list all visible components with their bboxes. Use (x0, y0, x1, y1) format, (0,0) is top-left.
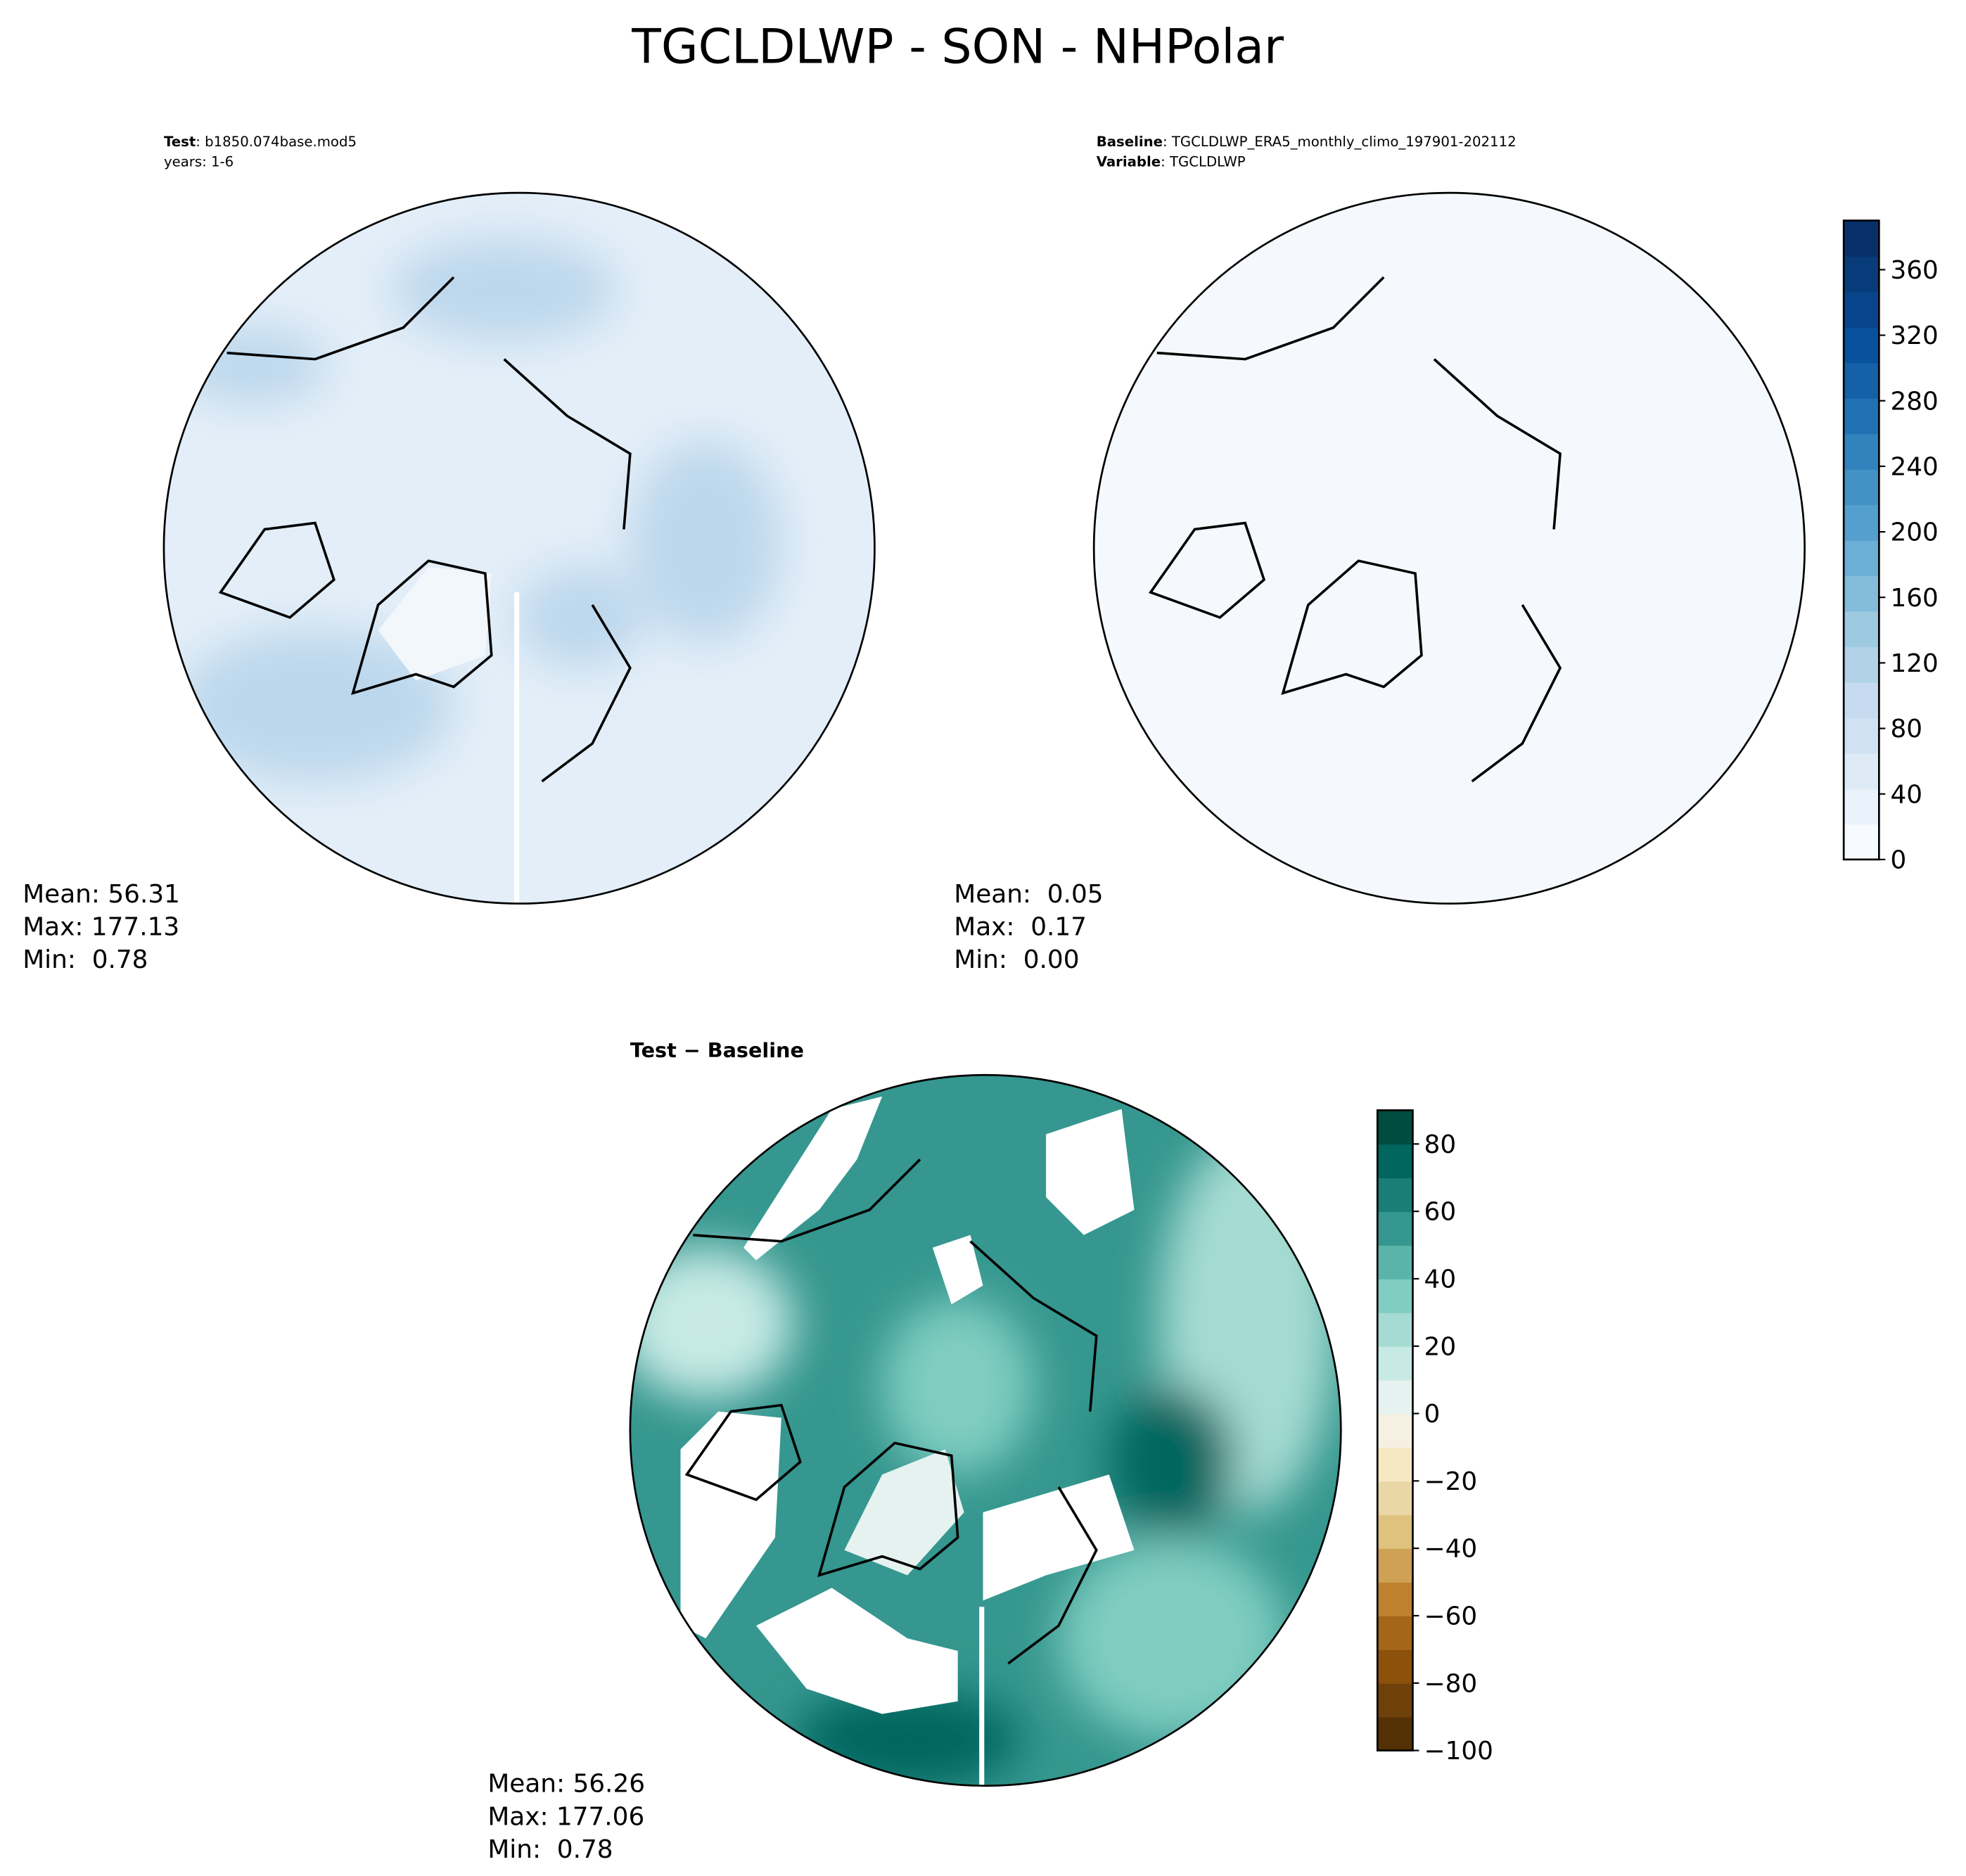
colorbar-level (1844, 824, 1879, 860)
colorbar-level (1377, 1144, 1413, 1179)
colorbar-level (1844, 468, 1879, 506)
colorbar-tick-label: 40 (1890, 780, 1922, 809)
panel-header: years: 1-6 (164, 153, 234, 170)
header-text: : TGCLDLWP_ERA5_monthly_climo_197901-202… (1163, 134, 1517, 150)
colorbar-level (1844, 753, 1879, 789)
colorbar-level (1377, 1716, 1413, 1751)
header-key: Variable (1097, 153, 1161, 170)
stat-label: Min: 0.00 (954, 945, 1079, 974)
map-difference (630, 1075, 1341, 1786)
stat-label: Mean: 56.26 (487, 1770, 645, 1799)
stat-label: Mean: 56.31 (23, 880, 180, 909)
stat-label: Mean: 0.05 (954, 880, 1103, 909)
stat-label: Min: 0.78 (23, 945, 148, 974)
colorbar-level (1377, 1447, 1413, 1482)
colorbar-level (1844, 362, 1879, 399)
map-border (162, 191, 876, 905)
colorbar-level (1844, 433, 1879, 470)
coastlines (684, 1159, 1098, 1665)
colorbar-level (1377, 1278, 1413, 1313)
stat-label: Max: 0.17 (954, 912, 1087, 941)
colorbar-level (1844, 717, 1879, 754)
colorbar-level (1844, 646, 1879, 683)
stat-label: Max: 177.06 (487, 1802, 644, 1831)
colorbar-level (1844, 220, 1879, 257)
colorbar-level (1377, 1582, 1413, 1616)
stat-label: Min: 0.78 (487, 1835, 613, 1864)
colorbar-level (1377, 1683, 1413, 1718)
colorbar-tick-label: 160 (1890, 584, 1938, 613)
colorbar-tick-label: 240 (1890, 452, 1938, 481)
colorbar-level (1844, 255, 1879, 293)
colorbar-tick-label: −40 (1424, 1535, 1478, 1564)
colorbar-tick-label: 120 (1890, 649, 1938, 678)
panel-header: Variable: TGCLDLWP (1097, 153, 1246, 170)
colorbar-level (1377, 1649, 1413, 1684)
colorbar-level (1377, 1413, 1413, 1448)
colorbar-frame (1376, 1109, 1414, 1751)
colorbar-level (1377, 1346, 1413, 1381)
colorbar-level (1844, 788, 1879, 825)
header-text: years: 1-6 (164, 153, 234, 170)
colorbar-tick-label: 360 (1890, 256, 1938, 285)
colorbar-tick-label: 0 (1890, 846, 1906, 874)
colorbar-tick-label: −20 (1424, 1467, 1478, 1496)
panel-header: Test − Baseline (630, 1038, 804, 1062)
header-key: Test − Baseline (630, 1038, 804, 1062)
colorbar-level (1377, 1514, 1413, 1550)
colorbar-level (1844, 540, 1879, 577)
stat-label: Max: 177.13 (23, 912, 179, 941)
colorbar-level (1844, 504, 1879, 541)
colorbar-level (1377, 1615, 1413, 1650)
colorbar-tick-label: 80 (1424, 1130, 1457, 1159)
coastlines (1148, 276, 1562, 783)
colorbar-level (1377, 1178, 1413, 1213)
map-border (629, 1073, 1342, 1787)
map-baseline (1094, 193, 1805, 904)
panel-header: Baseline: TGCLDLWP_ERA5_monthly_climo_19… (1097, 134, 1517, 150)
colorbar-tick-label: 0 (1424, 1400, 1441, 1429)
header-key: Test (164, 134, 196, 150)
colorbar-tick-label: 200 (1890, 518, 1938, 547)
colorbar-tick-label: 60 (1424, 1198, 1457, 1227)
colorbar-tick-label: 20 (1424, 1332, 1457, 1361)
colorbar-level (1844, 326, 1879, 364)
colorbar-level (1377, 1312, 1413, 1347)
colorbar-tick-label: 320 (1890, 321, 1938, 350)
colorbar-level (1377, 1379, 1413, 1415)
colorbar-level (1844, 611, 1879, 647)
header-key: Baseline (1097, 134, 1163, 150)
colorbar-tick-label: 40 (1424, 1265, 1457, 1294)
header-text: : b1850.074base.mod5 (196, 134, 357, 150)
colorbar-frame (1842, 219, 1880, 861)
colorbar-tick-label: −80 (1424, 1669, 1478, 1698)
colorbar-tick-label: 80 (1890, 715, 1922, 744)
figure-title: TGCLDLWP - SON - NHPolar (631, 20, 1284, 75)
map-border (1092, 191, 1806, 905)
colorbar-level (1844, 397, 1879, 435)
colorbar-level (1844, 575, 1879, 612)
colorbar-tick-label: −60 (1424, 1602, 1478, 1631)
colorbar-level (1377, 1110, 1413, 1145)
map-test (163, 193, 875, 904)
panel-header: Test: b1850.074base.mod5 (164, 134, 357, 150)
colorbar-level (1844, 291, 1879, 328)
colorbar-level (1377, 1481, 1413, 1516)
colorbar-level (1377, 1548, 1413, 1583)
colorbar-level (1844, 682, 1879, 718)
coastlines (218, 276, 632, 783)
header-text: : TGCLDLWP (1161, 153, 1246, 170)
colorbar-tick-label: −100 (1424, 1737, 1493, 1766)
colorbar-tick-label: 280 (1890, 387, 1938, 416)
colorbar-level (1377, 1245, 1413, 1280)
colorbar-level (1377, 1211, 1413, 1246)
